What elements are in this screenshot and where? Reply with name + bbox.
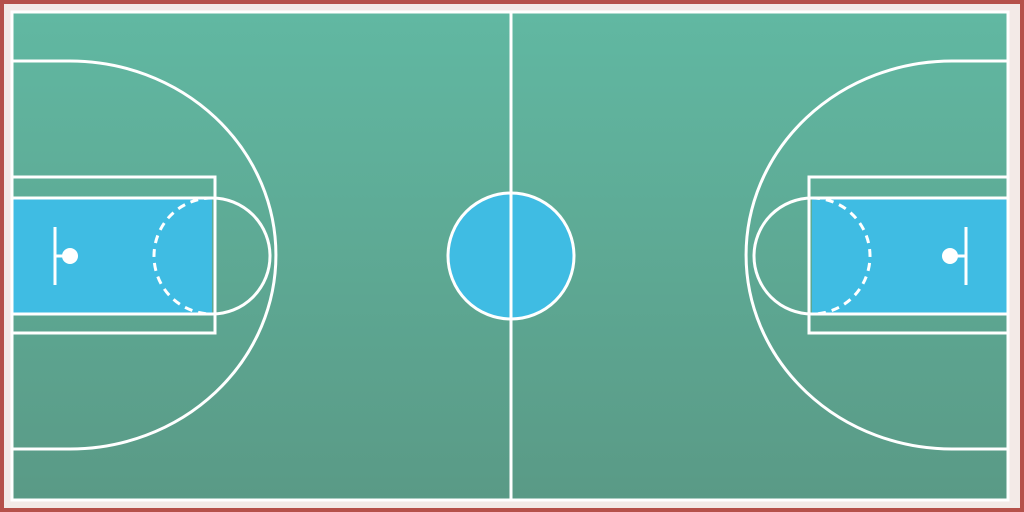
left-three-point-arc [12, 59, 278, 451]
left-lane-lines [12, 175, 217, 335]
right-paint-area [812, 198, 1008, 314]
left-free-throw-circle-outer [211, 196, 272, 316]
right-three-point-arc [744, 59, 1008, 451]
right-free-throw-circle-outer [752, 196, 813, 316]
court-boundary-line [10, 10, 1010, 502]
right-hoop [942, 248, 958, 264]
left-free-throw-circle-inner-dashed [152, 196, 213, 316]
left-hoop [62, 248, 78, 264]
right-free-throw-circle-inner-dashed [811, 196, 872, 316]
left-paint-area [12, 198, 212, 314]
right-lane-lines [807, 175, 1008, 335]
